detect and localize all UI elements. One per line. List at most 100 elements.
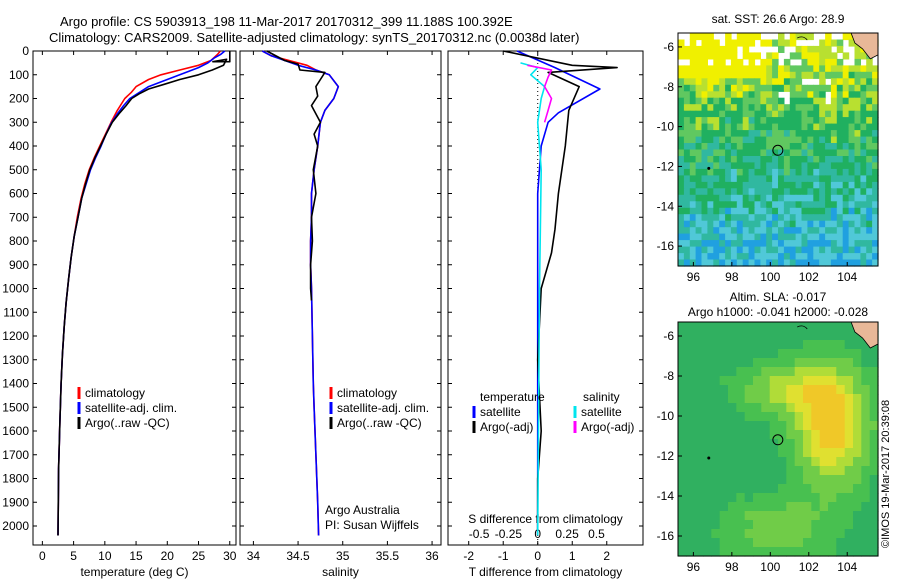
- map-cell: [711, 475, 721, 485]
- map-cell: [789, 162, 797, 170]
- map-cell: [819, 65, 826, 73]
- map-cell: [748, 123, 756, 131]
- map-cell: [789, 253, 797, 261]
- map-cell: [725, 240, 732, 248]
- map-cell: [753, 475, 762, 485]
- map-cell: [836, 181, 844, 189]
- map-cell: [701, 214, 708, 222]
- map-cell: [753, 385, 762, 395]
- map-cell: [811, 538, 821, 548]
- map-cell: [730, 246, 738, 254]
- map-cell: [861, 538, 871, 548]
- map-cell: [753, 529, 762, 539]
- map-cell: [825, 240, 832, 248]
- map-cell: [772, 130, 779, 138]
- map-cell: [742, 181, 750, 189]
- map-cell: [830, 246, 838, 254]
- map-cell: [807, 246, 814, 254]
- map-cell: [760, 259, 767, 267]
- map-cell: [830, 175, 838, 183]
- map-cell: [725, 168, 732, 176]
- map-cell: [769, 520, 779, 530]
- map-cell: [819, 136, 826, 144]
- map-cell: [686, 511, 696, 521]
- map-cell: [825, 194, 832, 202]
- map-cell: [744, 493, 754, 503]
- map-cell: [730, 253, 738, 261]
- map-cell: [801, 175, 808, 183]
- map-cell: [866, 259, 873, 267]
- map-cell: [860, 149, 867, 157]
- map-cell: [854, 123, 861, 131]
- map-cell: [842, 84, 850, 92]
- map-cell: [728, 457, 737, 467]
- map-cell: [678, 130, 685, 138]
- map-cell: [813, 240, 820, 248]
- map-cell: [744, 376, 754, 386]
- map-cell: [760, 143, 767, 151]
- map-cell: [783, 175, 791, 183]
- map-cell: [701, 246, 708, 254]
- map-cell: [772, 52, 779, 60]
- map-cell: [794, 421, 804, 431]
- map-cell: [803, 376, 812, 386]
- map-cell: [869, 466, 879, 476]
- map-cell: [728, 421, 737, 431]
- map-cell: [683, 240, 691, 248]
- map-cell: [872, 149, 879, 157]
- map-cell: [819, 117, 826, 125]
- map-cell: [819, 130, 826, 138]
- map-cell: [730, 214, 738, 222]
- map-cell: [807, 123, 814, 131]
- map-cell: [766, 117, 773, 125]
- map-cell: [748, 97, 756, 105]
- map-cell: [828, 475, 837, 485]
- map-cell: [742, 149, 750, 157]
- map-cell: [769, 403, 779, 413]
- map-cell: [719, 403, 729, 413]
- map-cell: [686, 412, 696, 422]
- map-cell: [772, 84, 779, 92]
- map-cell: [772, 194, 779, 202]
- map-cell: [772, 143, 779, 151]
- map-cell: [844, 511, 854, 521]
- coastline: [797, 36, 808, 41]
- map-cell: [736, 385, 746, 395]
- map-cell: [783, 136, 791, 144]
- map-cell: [753, 376, 762, 386]
- y-tick-label: 1900: [2, 495, 29, 509]
- map-cell: [778, 466, 787, 476]
- map-cell: [842, 201, 850, 209]
- map-cell: [719, 511, 729, 521]
- map-cell: [786, 484, 796, 494]
- series-line-3: [57, 51, 231, 536]
- map-cell: [683, 123, 691, 131]
- map-cell: [819, 367, 829, 377]
- map-cell: [761, 430, 771, 440]
- map-cell: [689, 162, 697, 170]
- map-cell: [830, 143, 838, 151]
- map-cell: [748, 181, 756, 189]
- map-cell: [753, 349, 762, 359]
- map-cell: [725, 175, 732, 183]
- map-cell: [683, 52, 691, 60]
- map-cell: [694, 331, 704, 341]
- map-cell: [825, 117, 832, 125]
- map-cell: [754, 110, 761, 118]
- map-cell: [836, 253, 844, 261]
- map-cell: [713, 104, 720, 112]
- map-cell: [694, 538, 704, 548]
- map-cell: [836, 78, 844, 86]
- map-cell: [830, 117, 838, 125]
- map-cell: [701, 259, 708, 267]
- map-cell: [678, 71, 685, 79]
- map-cell: [866, 201, 873, 209]
- map-cell: [786, 529, 796, 539]
- map-cell: [778, 246, 785, 254]
- map-cell: [836, 376, 846, 386]
- map-cell: [713, 71, 720, 79]
- map-cell: [853, 475, 862, 485]
- map-cell: [854, 214, 861, 222]
- map-cell: [689, 130, 697, 138]
- map-cell: [813, 207, 820, 215]
